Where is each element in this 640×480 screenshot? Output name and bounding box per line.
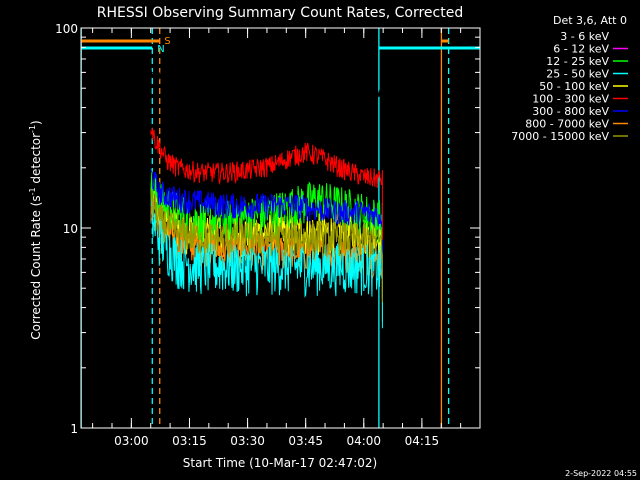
- x-axis-label: Start Time (10-Mar-17 02:47:02): [183, 456, 377, 470]
- legend-label: 100 - 300 keV: [532, 93, 609, 106]
- legend-label: 7000 - 15000 keV: [511, 130, 609, 143]
- series-lines: [149, 69, 383, 428]
- series-line-100-300keV: [149, 127, 383, 428]
- legend-label: 25 - 50 keV: [546, 68, 609, 81]
- y-axis-label: Corrected Count Rate (s-1 detector-1): [28, 120, 43, 339]
- y-tick-label: 100: [55, 22, 78, 36]
- series-line-7000-15000keV: [149, 188, 383, 428]
- x-tick-label: 03:00: [114, 434, 149, 448]
- legend-title: Det 3,6, Att 0: [553, 14, 627, 27]
- legend-label: 800 - 7000 keV: [525, 118, 609, 131]
- x-tick-label: 04:15: [405, 434, 440, 448]
- x-tick-label: 04:00: [346, 434, 381, 448]
- legend-label: 3 - 6 keV: [560, 30, 609, 43]
- y-axis-label-part-2: detector: [29, 133, 43, 188]
- y-axis-label-part-3: ): [29, 120, 43, 125]
- annotation-label: N: [157, 44, 164, 55]
- legend-label: 50 - 100 keV: [539, 80, 609, 93]
- x-tick-label: 03:15: [172, 434, 207, 448]
- y-axis-label-sup-2: -1: [28, 125, 37, 133]
- axes: 1 10 100 03:00 03:15 03:30 03:45 04:00 04:15: [55, 22, 481, 448]
- y-tick-label: 10: [63, 222, 78, 236]
- y-axis-label-part-1: Corrected Count Rate (s: [29, 195, 43, 339]
- y-tick-label: 1: [70, 422, 78, 436]
- chart-title: RHESSI Observing Summary Count Rates, Co…: [97, 5, 463, 21]
- legend-label: 6 - 12 keV: [553, 43, 609, 56]
- x-tick-label: 03:30: [230, 434, 265, 448]
- x-tick-label: 03:45: [288, 434, 323, 448]
- timestamp: 2-Sep-2022 04:55: [565, 469, 637, 478]
- series-line-25-50keV: [149, 197, 383, 428]
- y-axis-label-sup-1: -1: [28, 187, 37, 195]
- legend-label: 12 - 25 keV: [546, 55, 609, 68]
- annotation-label: S: [164, 36, 170, 47]
- series-line-3-6keV: [149, 69, 383, 428]
- legend-label: 300 - 800 keV: [532, 105, 609, 118]
